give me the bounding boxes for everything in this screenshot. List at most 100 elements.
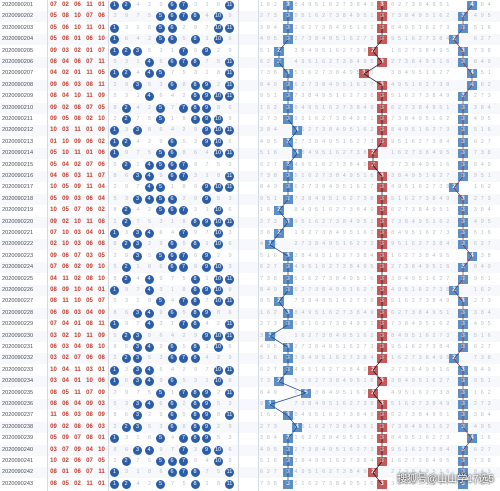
- omission-value: 1: [205, 70, 209, 77]
- zone-count-cell: 3: [283, 365, 293, 375]
- omission-value: 8: [356, 309, 360, 316]
- zone-count-cell: 3: [458, 422, 468, 432]
- zone-count-cell: 3: [377, 343, 387, 352]
- omission-value: 1: [342, 138, 346, 145]
- omission-value: 9: [356, 218, 360, 225]
- omission-value: 7: [391, 116, 395, 122]
- omission-value: 5: [113, 401, 117, 407]
- omission-value: 3: [193, 207, 198, 214]
- omission-value: 4: [439, 298, 443, 305]
- number-ball: 1: [110, 479, 119, 489]
- table-row: 2020090212100311010913386429910113841627…: [0, 125, 500, 137]
- draw-number: 09: [86, 264, 93, 271]
- omission-value: 8: [335, 173, 339, 179]
- omission-value: 5: [216, 59, 221, 65]
- omission-value: 5: [182, 480, 186, 487]
- number-ball: 10: [213, 35, 223, 45]
- omission-value: 3: [159, 287, 163, 293]
- number-ball: 3: [133, 400, 142, 409]
- omission-value: 3: [425, 298, 429, 305]
- omission-value: 9: [228, 458, 232, 464]
- omission-value: 1: [342, 446, 346, 453]
- omission-value: 1: [170, 47, 175, 54]
- omission-value: 7: [205, 298, 209, 305]
- omission-value: 5: [335, 138, 339, 145]
- omission-value: 6: [425, 127, 429, 134]
- omission-value: 3: [356, 150, 360, 157]
- omission-value: 8: [266, 230, 270, 236]
- omission-value: 4: [446, 241, 450, 248]
- omission-value: 5: [411, 230, 415, 236]
- number-ball: 6: [167, 23, 177, 33]
- number-ball: 1: [110, 434, 119, 444]
- table-row: 2020090205090302010712353176929516384951…: [0, 46, 500, 57]
- table-row: 2020090216 04 06 03 11 07 8 6 3 4 9 6 7 3 1 8 11 7 3 8 5 1 6 2 7…: [0, 171, 500, 182]
- zone-count-cell: 3: [283, 23, 293, 33]
- omission-value: 7: [349, 458, 353, 464]
- draw-number: 01: [86, 127, 93, 134]
- omission-value: 9: [446, 298, 450, 305]
- omission-value: 2: [328, 161, 333, 168]
- omission-value: 1: [487, 480, 491, 487]
- omission-value: 8: [391, 332, 395, 339]
- omission-value: 2: [446, 13, 450, 20]
- number-ball: 10: [213, 343, 223, 352]
- omission-value: 7: [411, 150, 415, 157]
- omission-value: 7: [425, 344, 429, 350]
- omission-value: 4: [315, 298, 319, 305]
- omission-value: 3: [266, 378, 270, 385]
- omission-value: 5: [473, 24, 477, 31]
- omission-value: 7: [273, 366, 277, 373]
- omission-value: 1: [356, 435, 360, 442]
- omission-value: 2: [473, 93, 477, 100]
- omission-value: 2: [446, 218, 450, 225]
- draw-number: 02: [74, 47, 81, 54]
- zone-count-cell: 3: [377, 286, 387, 295]
- number-ball: 3: [133, 80, 142, 90]
- omission-value: 8: [349, 366, 353, 373]
- omission-value: 3: [322, 435, 326, 442]
- omission-value: 3: [193, 378, 198, 385]
- omission-value: 6: [397, 150, 402, 157]
- omission-value: 4: [425, 412, 429, 419]
- omission-value: 4: [342, 275, 346, 282]
- omission-value: 7: [439, 24, 443, 31]
- draw-number: 06: [62, 412, 69, 419]
- omission-value: 7: [397, 366, 402, 373]
- omission-value: 4: [315, 401, 319, 407]
- omission-value: 2: [370, 332, 374, 339]
- omission-value: 3: [308, 241, 312, 248]
- number-ball: 5: [156, 206, 165, 216]
- omission-value: 9: [228, 13, 232, 20]
- issue-number: 2020090227: [2, 298, 34, 305]
- omission-value: 8: [356, 2, 360, 8]
- omission-value: 4: [342, 378, 346, 385]
- draw-number: 10: [74, 298, 81, 305]
- omission-value: 3: [266, 480, 270, 487]
- omission-value: 1: [205, 344, 209, 350]
- omission-value: 3: [124, 127, 129, 134]
- draw-number: 04: [98, 195, 105, 202]
- omission-value: 1: [487, 275, 491, 282]
- draw-number: 07: [86, 469, 93, 476]
- omission-value: 8: [259, 389, 264, 396]
- omission-value: 9: [391, 344, 395, 350]
- zone-count-cell: 3: [377, 274, 387, 284]
- omission-value: 3: [418, 355, 422, 362]
- omission-value: 1: [322, 412, 326, 419]
- omission-value: 7: [328, 13, 333, 20]
- omission-value: 1: [328, 150, 333, 157]
- draw-number: 03: [62, 344, 69, 350]
- omission-value: 5: [439, 412, 443, 419]
- draw-number: 02: [62, 458, 69, 464]
- omission-value: 9: [370, 104, 374, 111]
- omission-value: 3: [397, 116, 402, 122]
- omission-value: 1: [322, 309, 326, 316]
- omission-value: 6: [342, 195, 346, 202]
- omission-value: 5: [342, 81, 346, 88]
- draw-number: 03: [62, 47, 69, 54]
- omission-value: 5: [473, 127, 477, 134]
- omission-value: 4: [136, 275, 140, 282]
- omission-value: 3: [418, 150, 422, 157]
- omission-value: 6: [335, 47, 339, 54]
